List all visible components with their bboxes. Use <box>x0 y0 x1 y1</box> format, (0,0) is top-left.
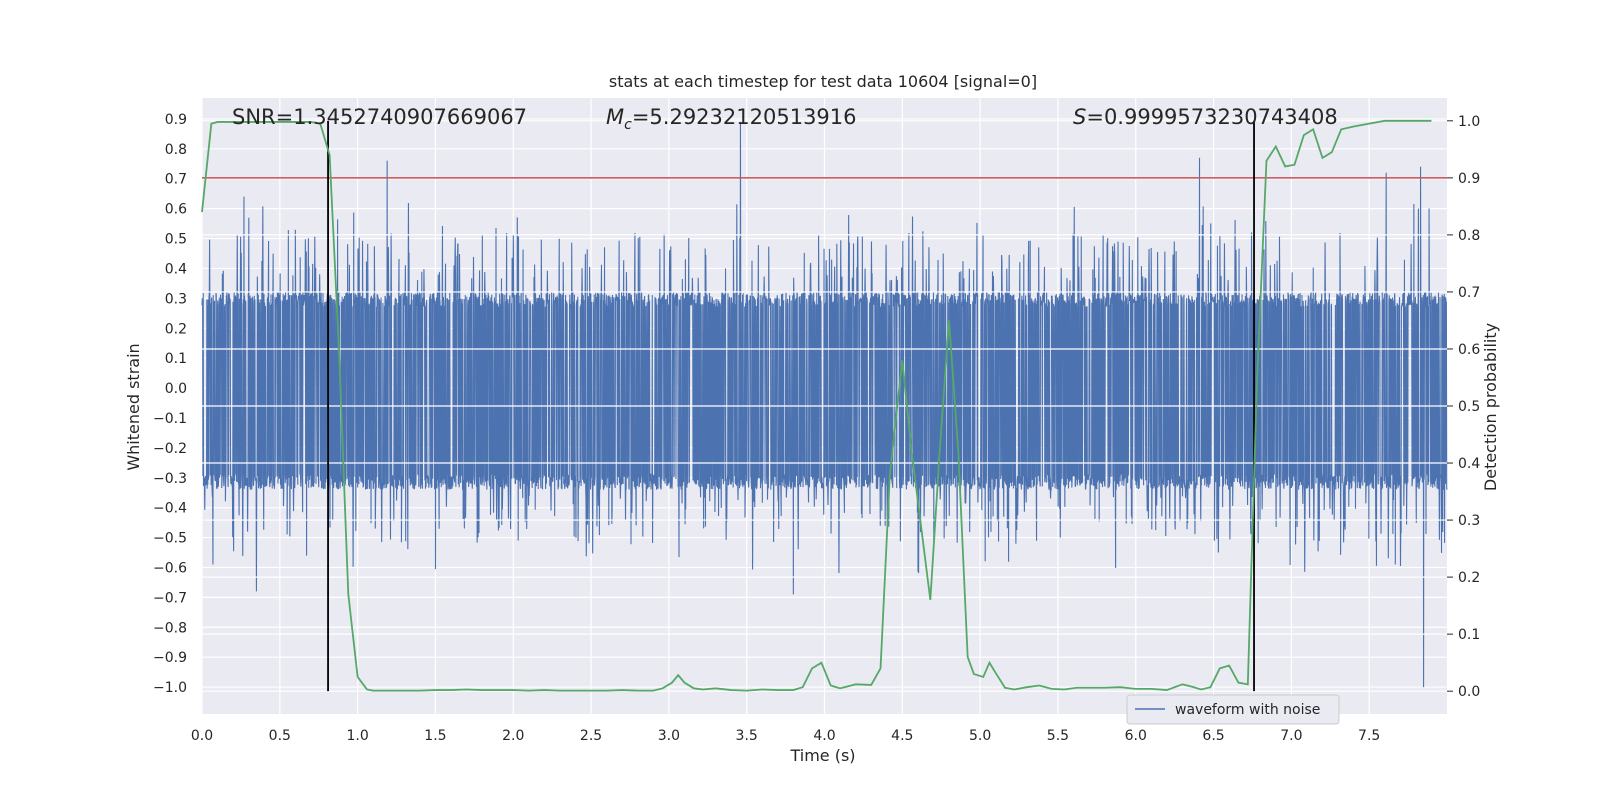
x-tick-label: 7.0 <box>1280 728 1302 744</box>
x-tick-label: 5.5 <box>1047 728 1069 744</box>
snr-annotation: SNR=1.3452740907669067 <box>232 105 527 129</box>
x-axis-ticks: 0.0 0.5 1.0 1.5 2.0 2.5 3.0 3.5 4.0 4.5 5.0 5.5 6.0 6… <box>191 728 1380 744</box>
left-tick-label: 0.5 <box>165 232 187 248</box>
left-tick-label: −0.4 <box>153 501 187 517</box>
x-axis-label: Time (s) <box>789 746 855 765</box>
right-tick-label: 0.2 <box>1458 570 1480 586</box>
right-tick-label: 0.9 <box>1458 171 1480 187</box>
x-tick-label: 0.0 <box>191 728 213 744</box>
left-tick-label: 0.9 <box>165 112 187 128</box>
legend-box <box>1126 694 1340 725</box>
legend: waveform with noise <box>1126 694 1340 725</box>
left-tick-label: 0.7 <box>165 172 187 188</box>
right-axis-ticks: 1.0 0.9 0.8 0.7 0.6 0.5 0.4 0.3 0.2 0.1 0.0 <box>1447 114 1480 700</box>
left-tick-label: −0.6 <box>153 560 187 576</box>
right-tick-label: 1.0 <box>1458 114 1480 130</box>
chirp-mass-annotation: Mc=5.29232120513916 <box>606 105 857 133</box>
left-tick-label: −0.5 <box>153 531 187 547</box>
right-tick-label: 0.3 <box>1458 513 1480 529</box>
x-tick-label: 5.0 <box>969 728 991 744</box>
right-tick-label: 0.1 <box>1458 627 1480 643</box>
x-tick-label: 2.0 <box>502 728 524 744</box>
left-tick-label: 0.4 <box>165 261 187 277</box>
left-tick-label: 0.6 <box>165 202 187 218</box>
x-tick-label: 4.0 <box>813 728 835 744</box>
significance-symbol: S <box>1073 105 1086 129</box>
probability-line <box>201 119 1432 692</box>
x-tick-label: 1.0 <box>346 728 368 744</box>
left-tick-label: −0.2 <box>153 441 187 457</box>
left-tick-label: 0.8 <box>165 142 187 158</box>
waveform-line <box>201 121 1448 688</box>
waveform-series <box>201 121 1448 688</box>
significance-annotation: S=0.9999573230743408 <box>1073 105 1338 129</box>
right-tick-label: 0.7 <box>1458 285 1480 301</box>
x-tick-label: 0.5 <box>269 728 291 744</box>
chirp-mass-subscript: c <box>624 117 632 133</box>
x-tick-label: 4.5 <box>891 728 913 744</box>
left-tick-label: −0.9 <box>153 650 187 666</box>
x-tick-label: 6.5 <box>1202 728 1224 744</box>
x-tick-label: 3.0 <box>658 728 680 744</box>
left-tick-label: −0.7 <box>153 590 187 606</box>
x-tick-label: 6.0 <box>1125 728 1147 744</box>
x-tick-label: 1.5 <box>424 728 446 744</box>
left-tick-label: −0.3 <box>153 471 187 487</box>
right-tick-label: 0.0 <box>1458 684 1480 700</box>
left-tick-label: 0.2 <box>165 321 187 337</box>
left-tick-label: −1.0 <box>153 680 187 696</box>
right-tick-label: 0.5 <box>1458 399 1480 415</box>
chart-title: stats at each timestep for test data 106… <box>609 72 1037 91</box>
overlay-lines <box>201 119 1447 692</box>
x-tick-label: 3.5 <box>736 728 758 744</box>
left-tick-label: −0.1 <box>153 411 187 427</box>
left-tick-label: 0.0 <box>165 381 187 397</box>
legend-label: waveform with noise <box>1175 702 1320 718</box>
chirp-mass-symbol: M <box>606 105 624 129</box>
left-tick-label: 0.3 <box>165 291 187 307</box>
right-tick-label: 0.6 <box>1458 342 1480 358</box>
chirp-mass-value: =5.29232120513916 <box>632 105 857 129</box>
left-axis-ticks: 0.9 0.8 0.7 0.6 0.5 0.4 0.3 0.2 0.1 0.0 −0.1 −0.2 −0… <box>153 112 187 696</box>
left-tick-label: −0.8 <box>153 620 187 636</box>
x-tick-label: 7.5 <box>1358 728 1380 744</box>
left-axis-label: Whitened strain <box>124 343 143 470</box>
right-axis-label: Detection probability <box>1481 323 1500 491</box>
significance-value: =0.9999573230743408 <box>1086 105 1337 129</box>
left-tick-label: 0.1 <box>165 351 187 367</box>
right-tick-label: 0.4 <box>1458 456 1480 472</box>
x-tick-label: 2.5 <box>580 728 602 744</box>
right-tick-label: 0.8 <box>1458 228 1480 244</box>
